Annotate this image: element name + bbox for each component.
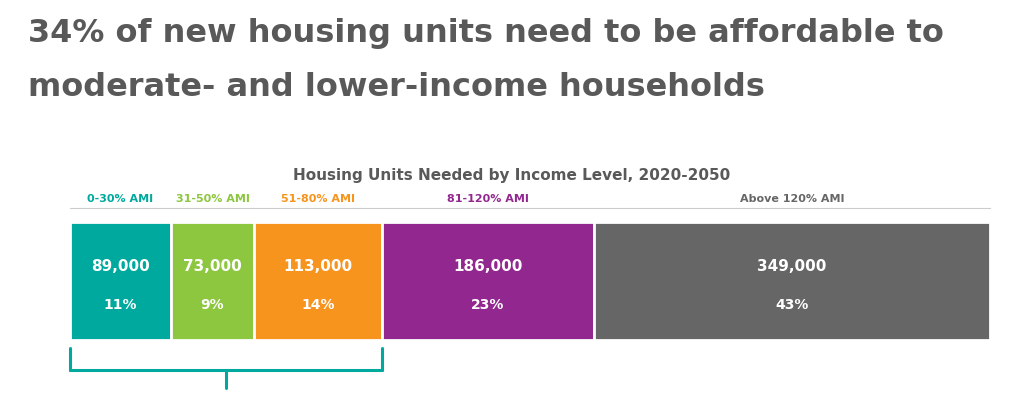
Text: 186,000: 186,000: [454, 259, 522, 274]
Bar: [70, 222, 171, 340]
Text: Above 120% AMI: Above 120% AMI: [739, 194, 844, 204]
Text: 113,000: 113,000: [284, 259, 352, 274]
Bar: [594, 222, 990, 340]
Text: 81-120% AMI: 81-120% AMI: [447, 194, 529, 204]
Text: 34% of new housing units need to be affordable to: 34% of new housing units need to be affo…: [28, 18, 944, 49]
Text: 0-30% AMI: 0-30% AMI: [87, 194, 154, 204]
Bar: [254, 222, 382, 340]
Bar: [171, 222, 254, 340]
Text: 31-50% AMI: 31-50% AMI: [175, 194, 250, 204]
Text: 9%: 9%: [201, 298, 224, 312]
Text: 14%: 14%: [301, 298, 335, 312]
Text: 89,000: 89,000: [91, 259, 150, 274]
Bar: [382, 222, 594, 340]
Text: 51-80% AMI: 51-80% AMI: [282, 194, 355, 204]
Text: 43%: 43%: [775, 298, 809, 312]
Text: 11%: 11%: [103, 298, 137, 312]
Text: Housing Units Needed by Income Level, 2020-2050: Housing Units Needed by Income Level, 20…: [293, 168, 731, 183]
Text: 349,000: 349,000: [757, 259, 826, 274]
Text: moderate- and lower-income households: moderate- and lower-income households: [28, 72, 765, 103]
Text: 73,000: 73,000: [183, 259, 242, 274]
Text: 23%: 23%: [471, 298, 505, 312]
